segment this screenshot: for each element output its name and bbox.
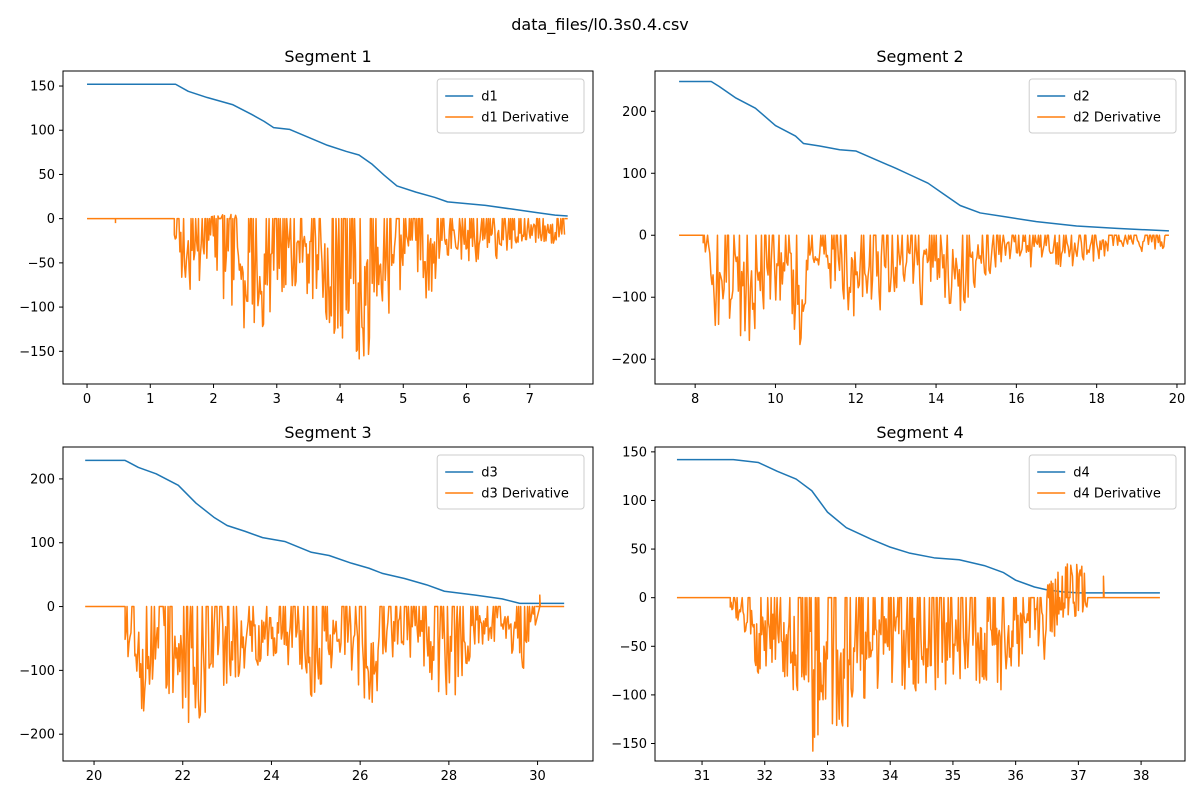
y-tick-label: −100: [19, 301, 55, 316]
subplot-title: Segment 2: [876, 47, 963, 66]
x-tick-label: 16: [1008, 392, 1025, 407]
axes-frame: [654, 446, 1186, 762]
y-tick-label: 50: [630, 543, 647, 558]
legend-entry: d2: [1073, 90, 1090, 105]
series-line-d2: [679, 80, 1169, 232]
x-tick-label: 18: [1088, 392, 1105, 407]
legend-box: [436, 78, 585, 134]
series-line-d1-derivative: [87, 213, 568, 360]
x-tick-label: 6: [462, 392, 470, 407]
y-tick-label: −150: [611, 737, 647, 752]
x-tick-label: 28: [441, 769, 458, 784]
x-tick-label: 2: [209, 392, 217, 407]
x-tick-label: 20: [86, 769, 103, 784]
y-tick-label: 100: [30, 124, 55, 139]
y-tick-label: 100: [622, 167, 647, 182]
x-tick-label: 22: [174, 769, 191, 784]
subplot-1: Segment 10 1 2 3 4 5 6 7−150−100−50050100150d1d…: [19, 47, 594, 407]
x-tick-label: 37: [1070, 769, 1087, 784]
y-tick-label: −150: [19, 345, 55, 360]
subplot-4: Segment 4 31 32 33 34 35 36 37 38 −150 −100 −50 0 50 1…: [611, 423, 1186, 784]
subplot-2: Segment 28 10 12 14 16 18 20−200−1000100200d2d…: [611, 47, 1186, 407]
legend-entry: d4 Derivative: [1073, 487, 1161, 502]
x-tick-label: 14: [928, 392, 945, 407]
axes-frame: [62, 446, 594, 762]
x-tick-label: 10: [767, 392, 784, 407]
series-line-d4: [676, 458, 1160, 594]
legend: d2 d2 Derivative: [1028, 78, 1177, 134]
y-tick-label: 150: [30, 80, 55, 95]
y-tick-label: −100: [611, 688, 647, 703]
x-tick-label: 34: [882, 769, 899, 784]
subplot-title: Segment 1: [284, 47, 371, 66]
x-tick-label: 35: [945, 769, 962, 784]
y-tick-label: 0: [47, 600, 55, 615]
x-tick-label: 30: [529, 769, 546, 784]
series-line-d2-derivative: [679, 234, 1169, 346]
series-line-d4-derivative: [676, 563, 1160, 752]
x-tick-label: 7: [526, 392, 534, 407]
x-tick-label: 20: [1169, 392, 1186, 407]
series-line-d3: [85, 459, 565, 605]
y-tick-label: 0: [639, 591, 647, 606]
axes-frame: [62, 70, 594, 385]
x-tick-label: 32: [756, 769, 773, 784]
y-tick-label: −50: [620, 640, 647, 655]
x-tick-label: 8: [691, 392, 699, 407]
y-tick-label: 100: [30, 536, 55, 551]
subplot-title: Segment 3: [284, 423, 371, 442]
y-tick-label: −100: [19, 664, 55, 679]
x-tick-label: 24: [263, 769, 280, 784]
legend: d1 d1 Derivative: [436, 78, 585, 134]
y-tick-label: 100: [622, 494, 647, 509]
y-tick-label: 200: [30, 472, 55, 487]
legend-entry: d4: [1073, 466, 1090, 481]
y-tick-label: 50: [38, 168, 55, 183]
y-tick-label: −200: [19, 728, 55, 743]
x-tick-label: 26: [352, 769, 369, 784]
plot-area: [85, 459, 565, 724]
x-tick-label: 12: [847, 392, 864, 407]
x-tick-label: 0: [83, 392, 91, 407]
x-tick-label: 4: [336, 392, 344, 407]
subplot-title: Segment 4: [876, 423, 963, 442]
legend-entry: d3: [481, 466, 498, 481]
legend: d3 d3 Derivative: [436, 454, 585, 510]
axes-frame: [654, 70, 1186, 385]
legend-box: [1028, 78, 1177, 134]
x-tick-label: 38: [1133, 769, 1150, 784]
x-tick-label: 5: [399, 392, 407, 407]
x-tick-label: 3: [273, 392, 281, 407]
x-tick-label: 33: [819, 769, 836, 784]
x-tick-label: 1: [146, 392, 154, 407]
series-line-d1: [87, 83, 568, 217]
legend-entry: d1: [481, 90, 498, 105]
legend: d4 d4 Derivative: [1028, 454, 1177, 510]
legend-entry: d3 Derivative: [481, 487, 569, 502]
y-tick-label: −50: [28, 256, 55, 271]
figure-suptitle: data_files/l0.3s0.4.csv: [511, 15, 689, 35]
legend-entry: d1 Derivative: [481, 111, 569, 126]
y-tick-label: −200: [611, 353, 647, 368]
plot-area: [676, 458, 1160, 752]
legend-entry: d2 Derivative: [1073, 111, 1161, 126]
legend-box: [436, 454, 585, 510]
plot-area: [679, 80, 1169, 346]
y-tick-label: 150: [622, 445, 647, 460]
x-tick-label: 31: [694, 769, 711, 784]
x-tick-label: 36: [1007, 769, 1024, 784]
plot-area: [87, 83, 568, 360]
y-tick-label: −100: [611, 291, 647, 306]
series-line-d3-derivative: [85, 594, 565, 724]
y-tick-label: 200: [622, 105, 647, 120]
y-tick-label: 0: [639, 229, 647, 244]
y-tick-label: 0: [47, 212, 55, 227]
legend-box: [1028, 454, 1177, 510]
